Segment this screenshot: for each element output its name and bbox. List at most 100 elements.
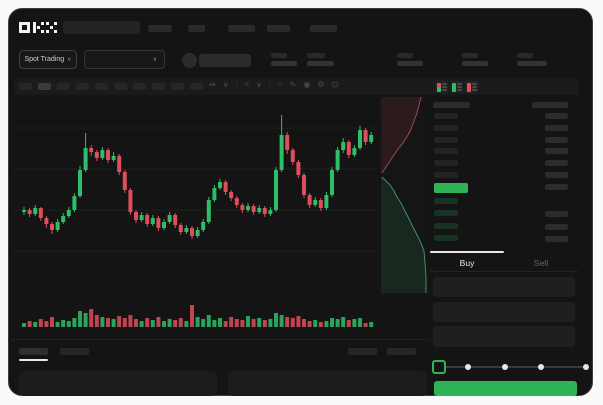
gridlines — [12, 127, 378, 252]
bid-row-price[interactable] — [434, 235, 458, 241]
volume-layer — [22, 305, 374, 327]
order-history-panel — [228, 371, 427, 396]
depth-chart[interactable] — [381, 97, 428, 300]
icon-dashes — [472, 83, 477, 91]
open-orders-panel — [19, 371, 217, 396]
buy-submit-button[interactable] — [434, 381, 577, 396]
divider: | — [235, 80, 238, 89]
bid-row-price[interactable] — [434, 223, 458, 229]
ask-row-price[interactable] — [434, 113, 458, 119]
interval-button[interactable] — [38, 83, 51, 90]
draw-tool-icon[interactable]: ✎ — [289, 80, 297, 89]
candlestick-chart[interactable] — [12, 96, 378, 332]
orders-tab-open[interactable] — [19, 348, 48, 355]
change-24h-value — [307, 61, 334, 66]
bid-row-amount[interactable] — [545, 211, 568, 217]
asks-colorbar — [466, 82, 471, 92]
okx-logo[interactable] — [19, 21, 57, 34]
chevron-down-icon[interactable]: ∨ — [256, 80, 262, 89]
bid-row-amount[interactable] — [545, 236, 568, 242]
volume-24h-value — [517, 61, 547, 66]
ask-row-amount[interactable] — [545, 113, 568, 119]
ask-row-price[interactable] — [434, 137, 458, 143]
bids-depth-line — [381, 176, 427, 293]
nav-item[interactable] — [310, 25, 337, 32]
market-type-selector[interactable]: Spot Trading ∨ — [19, 50, 77, 69]
interval-button[interactable] — [19, 83, 32, 90]
ask-row-amount[interactable] — [545, 172, 568, 178]
fullscreen-icon[interactable]: ⊡ — [331, 80, 339, 89]
slider-stop-25[interactable] — [465, 363, 471, 370]
amount-input[interactable] — [433, 302, 575, 322]
slider-stop-75[interactable] — [538, 363, 544, 370]
bid-row-price[interactable] — [434, 198, 458, 204]
last-price-highlight[interactable] — [434, 183, 468, 193]
interval-button[interactable] — [152, 83, 165, 90]
settings-icon[interactable]: ⚙ — [317, 80, 325, 89]
camera-icon[interactable]: ◉ — [303, 80, 311, 89]
book-view-combined-icon[interactable] — [435, 81, 448, 93]
ask-row-price[interactable] — [434, 148, 458, 154]
indicators-icon[interactable]: ↭ — [209, 80, 216, 89]
line-tool-icon[interactable]: ~ — [277, 80, 283, 89]
nav-item[interactable] — [148, 25, 172, 32]
amount-slider-handle[interactable] — [432, 360, 446, 374]
book-header-price — [433, 102, 470, 108]
ask-row-amount[interactable] — [545, 125, 568, 131]
combined-colorbar — [436, 82, 441, 92]
pair-name-placeholder — [199, 54, 251, 67]
divider: | — [268, 80, 271, 89]
interval-button[interactable] — [57, 83, 70, 90]
active-tab-indicator — [430, 251, 504, 253]
overlays-icon[interactable]: ≈ — [244, 80, 250, 89]
book-header-amount — [532, 102, 568, 108]
icon-dashes — [457, 83, 462, 91]
ask-row-amount[interactable] — [545, 148, 568, 154]
interval-button[interactable] — [76, 83, 89, 90]
ask-row-amount[interactable] — [545, 137, 568, 143]
nav-item[interactable] — [188, 25, 205, 32]
orders-filter[interactable] — [348, 348, 377, 355]
bids-depth-area — [381, 177, 426, 293]
tab-sell[interactable]: Sell — [533, 258, 549, 268]
pair-selector[interactable]: ∨ — [84, 50, 165, 69]
amount-slider-track[interactable] — [437, 366, 587, 368]
price-input[interactable] — [433, 277, 575, 297]
interval-button[interactable] — [171, 83, 184, 90]
interval-button[interactable] — [95, 83, 108, 90]
last-price-value — [271, 61, 297, 66]
bid-row-price[interactable] — [434, 210, 458, 216]
nav-item[interactable] — [228, 25, 255, 32]
bids-colorbar — [451, 82, 456, 92]
nav-item[interactable] — [267, 25, 290, 32]
asks-depth-line — [381, 97, 422, 174]
high-24h-value — [397, 61, 423, 66]
interval-button[interactable] — [114, 83, 127, 90]
asks-depth-area — [381, 97, 421, 173]
ask-row-amount[interactable] — [545, 160, 568, 166]
total-input[interactable] — [433, 326, 575, 347]
bid-row-amount[interactable] — [545, 224, 568, 230]
high-24h-label — [397, 53, 413, 58]
book-view-bids-icon[interactable] — [450, 81, 463, 93]
section-divider — [8, 339, 430, 340]
slider-stop-50[interactable] — [502, 363, 508, 370]
chevron-down-icon[interactable]: ∨ — [222, 80, 229, 89]
price-row-amount — [545, 184, 568, 190]
orders-tab-history[interactable] — [60, 348, 89, 355]
orders-active-tab-indicator — [19, 359, 48, 361]
book-view-asks-icon[interactable] — [465, 81, 478, 93]
tab-buy[interactable]: Buy — [459, 258, 475, 268]
last-price-label — [271, 53, 287, 58]
search-input[interactable] — [63, 21, 140, 34]
ask-row-price[interactable] — [434, 172, 458, 178]
icon-dashes — [442, 83, 447, 91]
ask-row-price[interactable] — [434, 125, 458, 131]
interval-button[interactable] — [133, 83, 146, 90]
slider-stop-100[interactable] — [583, 363, 589, 370]
interval-button[interactable] — [190, 83, 203, 90]
ask-row-price[interactable] — [434, 160, 458, 166]
orders-filter[interactable] — [387, 348, 416, 355]
pair-coin-icon — [182, 53, 197, 68]
order-form-tabbar — [430, 251, 578, 272]
